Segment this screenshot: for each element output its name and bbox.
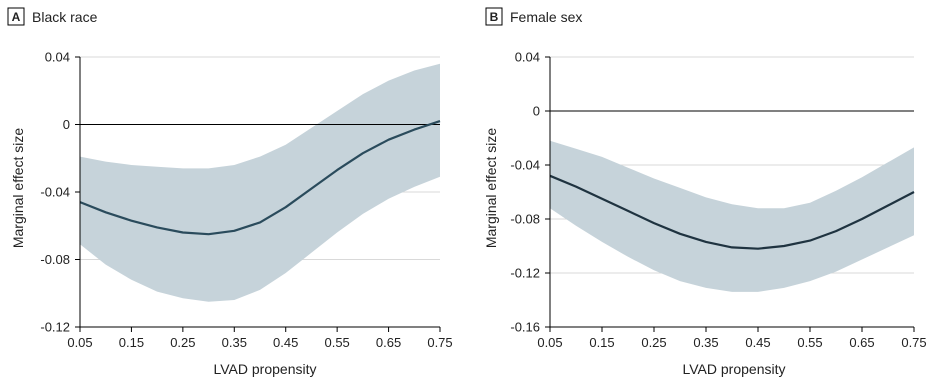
panel-a-x-ticks: 0.05 0.15 0.25 0.35 0.45 0.55 0.65 0.75 [67,327,453,350]
panel-a-effect-line [79,120,441,236]
panel-a-marginal-effect-line [79,120,441,236]
panel-b-x-tick-label: 0.65 [849,335,874,350]
panel-b-y-tick-label: -0.16 [510,320,540,335]
panel-b-x-axis-label: LVAD propensity [683,361,786,377]
panel-b-x-tick-label: 0.15 [589,335,614,350]
panel-b-y-tick-label: 0 [533,104,540,119]
panel-b-y-axis-label: Marginal effect size [483,128,499,249]
panel-a-y-tick-label: 0 [63,117,70,132]
panel-a-y-tick-label: 0.04 [45,50,70,65]
panel-a-x-tick-label: 0.15 [119,335,144,350]
panel-b-axes [549,57,914,328]
panel-b-x-tick-label: 0.45 [745,335,770,350]
panel-a-letter-box [7,7,25,26]
panel-a-y-tick-label: -0.12 [40,320,70,335]
panel-a-x-tick-label: 0.35 [222,335,247,350]
panel-a-x-tick-label: 0.75 [427,335,452,350]
panel-b-x-tick-label: 0.55 [797,335,822,350]
panel-b-x-tick-label: 0.75 [901,335,926,350]
panel-b-effect-line [549,174,915,250]
panel-b-y-tick-label: -0.12 [510,266,540,281]
panel-a-x-tick-label: 0.65 [376,335,401,350]
panel-b-letter: B [490,10,499,24]
panel-a-x-tick-label: 0.05 [67,335,92,350]
panel-a-confidence-band [80,63,440,302]
panel-b-y-tick-label: 0.04 [515,50,540,65]
panel-b: B Female sex Marginal effect size LVAD p… [483,7,927,377]
panel-b-letter-box [485,7,503,26]
panel-b-confidence-band [550,140,914,292]
panel-a-x-tick-label: 0.45 [273,335,298,350]
panel-a: A Black race Marginal effect size LVAD p… [7,7,453,377]
panel-a-x-tick-label: 0.25 [170,335,195,350]
panel-b-x-tick-label: 0.35 [693,335,718,350]
panel-a-ci-band [80,63,440,302]
panel-a-letter: A [12,10,21,24]
panel-b-title: Female sex [510,9,582,25]
panel-b-y-tick-label: -0.08 [510,212,540,227]
panel-a-y-ticks: 0.04 0 -0.04 -0.08 -0.12 [40,50,80,335]
panel-b-ci-band [550,140,914,292]
panel-a-y-tick-label: -0.08 [40,252,70,267]
panel-a-title: Black race [32,9,98,25]
panel-b-x-tick-label: 0.25 [641,335,666,350]
panel-b-x-tick-label: 0.05 [537,335,562,350]
panel-b-x-ticks: 0.05 0.15 0.25 0.35 0.45 0.55 0.65 0.75 [537,327,927,350]
panel-b-y-tick-label: -0.04 [510,158,540,173]
panel-b-marginal-effect-line [549,174,915,250]
panel-b-y-ticks: 0.04 0 -0.04 -0.08 -0.12 -0.16 [510,50,550,335]
panel-a-y-tick-label: -0.04 [40,185,70,200]
panel-a-x-axis-label: LVAD propensity [214,361,317,377]
panel-a-x-tick-label: 0.55 [324,335,349,350]
panel-a-y-axis-label: Marginal effect size [10,128,26,249]
